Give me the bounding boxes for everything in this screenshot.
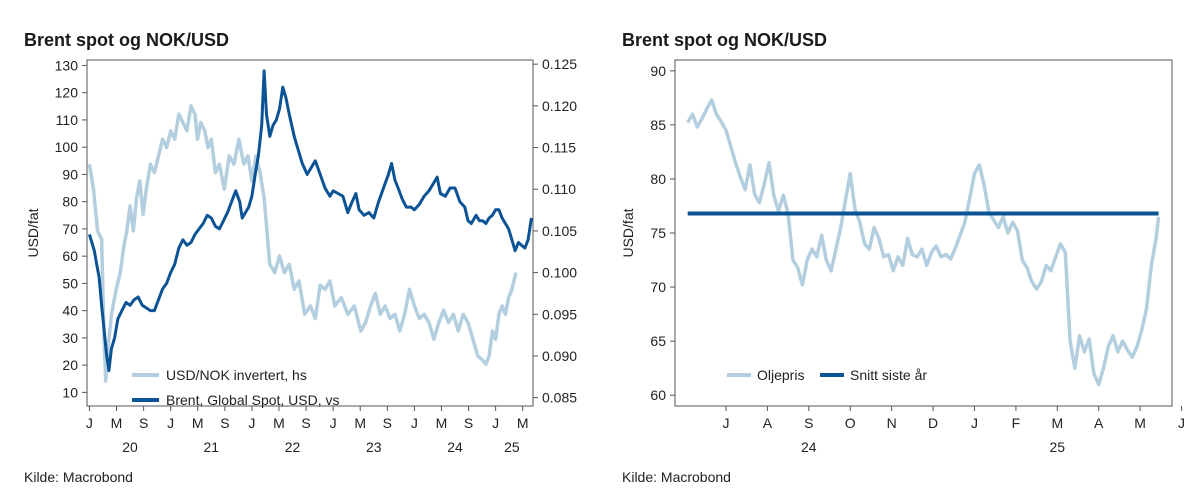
y-right-tick-label: 0.095: [542, 306, 577, 322]
left-chart-title: Brent spot og NOK/USD: [24, 30, 229, 50]
x-tick-label: J: [248, 415, 255, 431]
y-tick-label: 40: [62, 303, 78, 319]
y-right-tick-label: 0.125: [542, 56, 577, 72]
x-tick-label: A: [1094, 415, 1104, 431]
legend-label: Snitt siste år: [850, 367, 927, 383]
x-year-label: 25: [1050, 439, 1066, 455]
y-tick-label: 90: [650, 63, 666, 79]
y-tick-label: 130: [55, 57, 79, 73]
x-tick-label: M: [192, 415, 204, 431]
x-tick-label: J: [722, 415, 729, 431]
left-chart-panel: Brent spot og NOK/USD 10 20 30 40 50 60 70 80 90…: [24, 30, 577, 485]
x-tick-label: M: [1051, 415, 1063, 431]
y-axis-label: USD/fat: [25, 208, 41, 257]
x-tick-label: O: [845, 415, 856, 431]
x-tick-label: M: [354, 415, 366, 431]
series-line-2: [87, 69, 533, 373]
legend-label: Oljepris: [757, 367, 804, 383]
y-tick-label: 65: [650, 333, 666, 349]
y-tick-label: 75: [650, 225, 666, 241]
y-right-tick-label: 0.085: [542, 390, 577, 406]
y-right-tick-label: 0.105: [542, 223, 577, 239]
x-tick-label: J: [411, 415, 418, 431]
left-source: Kilde: Macrobond: [24, 469, 133, 485]
y-tick-label: 70: [62, 221, 78, 237]
x-tick-label: J: [1178, 415, 1185, 431]
y-tick-label: 80: [62, 194, 78, 210]
x-year-label: 24: [801, 439, 817, 455]
y-tick-label: 90: [62, 166, 78, 182]
x-year-label: 20: [122, 439, 138, 455]
y-tick-label: 10: [62, 384, 78, 400]
y-tick-label: 50: [62, 275, 78, 291]
x-tick-label: J: [971, 415, 978, 431]
x-tick-label: M: [111, 415, 123, 431]
legend-label: Brent, Global Spot, USD, vs: [166, 392, 340, 408]
y-right-tick-label: 0.090: [542, 348, 577, 364]
plot-frame: [674, 59, 1173, 407]
x-tick-label: S: [139, 415, 148, 431]
series-line-1: [87, 104, 518, 383]
x-tick-label: A: [763, 415, 773, 431]
plot-frame: [86, 59, 534, 407]
y-right-tick-label: 0.100: [542, 265, 577, 281]
x-year-label: 21: [204, 439, 220, 455]
right-source: Kilde: Macrobond: [622, 469, 731, 485]
y-tick-label: 80: [650, 171, 666, 187]
x-tick-label: J: [167, 415, 174, 431]
y-tick-label: 30: [62, 330, 78, 346]
y-tick-label: 120: [55, 85, 79, 101]
right-chart-title: Brent spot og NOK/USD: [622, 30, 827, 50]
legend-label: USD/NOK invertert, hs: [166, 367, 307, 383]
x-tick-label: D: [928, 415, 938, 431]
y-tick-label: 20: [62, 357, 78, 373]
y-tick-label: 110: [56, 112, 79, 128]
x-year-label: 22: [285, 439, 301, 455]
x-tick-label: N: [887, 415, 897, 431]
y-right-tick-label: 0.110: [542, 181, 576, 197]
x-tick-label: F: [1012, 415, 1021, 431]
x-tick-label: J: [86, 415, 93, 431]
x-year-label: 25: [504, 439, 520, 455]
x-tick-label: S: [464, 415, 473, 431]
x-tick-label: M: [517, 415, 529, 431]
x-year-label: 23: [366, 439, 382, 455]
x-tick-label: S: [301, 415, 310, 431]
right-chart-panel: Brent spot og NOK/USD 60 65 70 75 80 85 90 USD/…: [600, 0, 1200, 498]
y-tick-label: 70: [650, 279, 666, 295]
x-tick-label: S: [804, 415, 813, 431]
series-line-1: [686, 98, 1161, 387]
x-tick-label: J: [330, 415, 337, 431]
x-tick-label: M: [436, 415, 448, 431]
x-tick-label: M: [273, 415, 285, 431]
y-tick-label: 85: [650, 117, 666, 133]
right-chart: 60 65 70 75 80 85 90 USD/fat J A S O N D J F M A M J 24 25 Olj…: [620, 59, 1185, 455]
x-tick-label: J: [492, 415, 499, 431]
y-tick-label: 100: [55, 139, 79, 155]
y-right-tick-label: 0.115: [542, 140, 576, 156]
left-chart: 10 20 30 40 50 60 70 80 90 100 110 120 130 0.085 0.090…: [25, 56, 577, 455]
x-tick-label: S: [383, 415, 392, 431]
y-axis-label: USD/fat: [620, 208, 636, 257]
x-tick-label: S: [220, 415, 229, 431]
y-right-tick-label: 0.120: [542, 98, 577, 114]
x-year-label: 24: [447, 439, 463, 455]
y-tick-label: 60: [650, 387, 666, 403]
x-tick-label: M: [1134, 415, 1146, 431]
y-tick-label: 60: [62, 248, 78, 264]
